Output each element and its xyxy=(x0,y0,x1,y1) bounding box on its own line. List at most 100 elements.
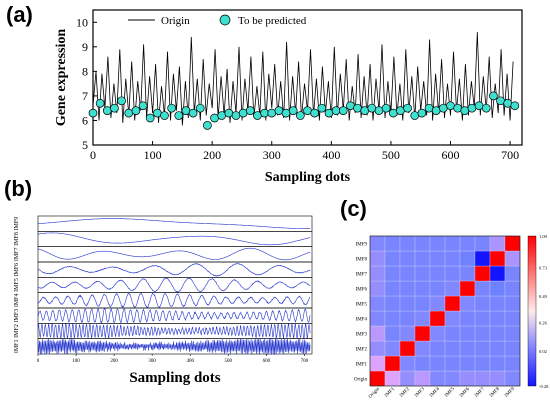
heatmap-cell xyxy=(504,310,521,327)
heatmap-cell xyxy=(414,250,431,267)
x-tick-label-b: 300 xyxy=(148,359,156,364)
predicted-point xyxy=(338,106,348,115)
heatmap-cell xyxy=(384,295,401,312)
predicted-point xyxy=(231,111,241,120)
panel-label-b: (b) xyxy=(4,176,33,201)
heatmap-col-label: IMF6 xyxy=(459,387,471,399)
predicted-point xyxy=(403,103,412,113)
predicted-point xyxy=(431,106,441,115)
heatmap-cell xyxy=(474,280,491,297)
predicted-point xyxy=(260,108,269,118)
x-tick-label-b: 100 xyxy=(72,359,80,364)
predicted-point xyxy=(217,111,227,120)
legend-predicted-swatch xyxy=(219,14,231,26)
imf-subplot-frame xyxy=(37,231,313,247)
heatmap-cell xyxy=(429,340,446,357)
x-tick-label-a: 300 xyxy=(263,148,281,162)
heatmap-cell xyxy=(444,280,461,297)
heatmap-cell xyxy=(474,265,491,282)
heatmap-cell xyxy=(414,325,431,342)
imf-series-line xyxy=(37,277,311,293)
heatmap-cell xyxy=(369,355,386,372)
predicted-point xyxy=(388,108,398,118)
heatmap-cell xyxy=(429,325,446,342)
heatmap-cell xyxy=(474,235,491,252)
heatmap-cell xyxy=(489,295,506,312)
heatmap-cell xyxy=(429,235,446,252)
x-tick-label-a: 400 xyxy=(322,148,340,162)
heatmap-cell xyxy=(369,235,386,252)
heatmap-cell xyxy=(444,355,461,372)
imf-series-line xyxy=(37,292,311,309)
heatmap-cell xyxy=(474,295,491,312)
imf-ylabel: IMF8 xyxy=(14,232,20,246)
heatmap-cell xyxy=(429,295,446,312)
x-tick-label-b: 500 xyxy=(225,359,233,364)
heatmap-cell xyxy=(504,265,521,282)
heatmap-cell xyxy=(414,310,431,327)
imf-series-line xyxy=(37,218,311,229)
heatmap-cell xyxy=(429,280,446,297)
heatmap-cell xyxy=(459,310,476,327)
heatmap-row-label: IMF6 xyxy=(356,288,368,293)
heatmap-col-label: IMF9 xyxy=(504,387,516,399)
predicted-point xyxy=(110,103,119,113)
heatmap-cell xyxy=(459,325,476,342)
heatmap-cell xyxy=(369,340,386,357)
heatmap-cell xyxy=(384,280,401,297)
heatmap-cell xyxy=(414,355,431,372)
predicted-point xyxy=(281,108,291,118)
predicted-point xyxy=(324,108,334,118)
heatmap-cell xyxy=(474,250,491,267)
heatmap-cell xyxy=(489,250,506,267)
x-axis-label-b: Sampling dots xyxy=(129,370,220,386)
imf-series-line xyxy=(37,337,311,356)
predicted-point xyxy=(474,101,484,111)
heatmap-cell xyxy=(384,235,401,252)
colorbar xyxy=(527,235,537,387)
heatmap-row-label: IMF9 xyxy=(356,243,368,248)
predicted-point xyxy=(174,111,184,120)
predicted-point xyxy=(446,101,455,111)
heatmap-cell xyxy=(504,355,521,372)
predicted-point xyxy=(117,96,126,106)
predicted-point xyxy=(124,108,134,118)
heatmap-row-label: IMF1 xyxy=(356,363,368,368)
predicted-point xyxy=(188,108,198,118)
predicted-point xyxy=(245,106,255,115)
predicted-point xyxy=(510,101,520,111)
legend-predicted-label: To be predicted xyxy=(238,15,307,27)
heatmap-cell xyxy=(384,250,401,267)
predicted-point xyxy=(153,108,162,118)
heatmap-row-label: IMF7 xyxy=(356,273,368,278)
imf-series-line xyxy=(37,263,311,277)
y-axis-label-a: Gene expression xyxy=(54,29,69,127)
predicted-point xyxy=(210,113,219,123)
heatmap-cell xyxy=(414,370,431,387)
predicted-point xyxy=(288,106,298,115)
imf-subplot-frame xyxy=(37,338,313,355)
predicted-point xyxy=(145,113,155,123)
heatmap-cell xyxy=(399,250,416,267)
heatmap-cell xyxy=(489,370,506,387)
predicted-point xyxy=(95,98,105,108)
heatmap-cell xyxy=(489,265,506,282)
predicted-point xyxy=(274,106,284,115)
predicted-point xyxy=(224,108,234,118)
y-tick-label-a: 7 xyxy=(82,89,88,103)
heatmap-cell xyxy=(504,340,521,357)
x-tick-label-a: 600 xyxy=(442,148,460,162)
legend-origin-label: Origin xyxy=(161,15,190,27)
imf-series-line xyxy=(37,307,311,325)
predicted-point xyxy=(453,103,462,113)
heatmap-cell xyxy=(399,280,416,297)
heatmap-cell xyxy=(459,250,476,267)
heatmap-cell xyxy=(414,295,431,312)
heatmap-cell xyxy=(414,265,431,282)
heatmap-col-label: Origin xyxy=(368,387,381,400)
predicted-point xyxy=(396,106,405,115)
heatmap-cell xyxy=(399,340,416,357)
heatmap-cell xyxy=(489,325,506,342)
imf-ylabel: IMF2 xyxy=(14,324,20,338)
heatmap-cell xyxy=(444,295,461,312)
